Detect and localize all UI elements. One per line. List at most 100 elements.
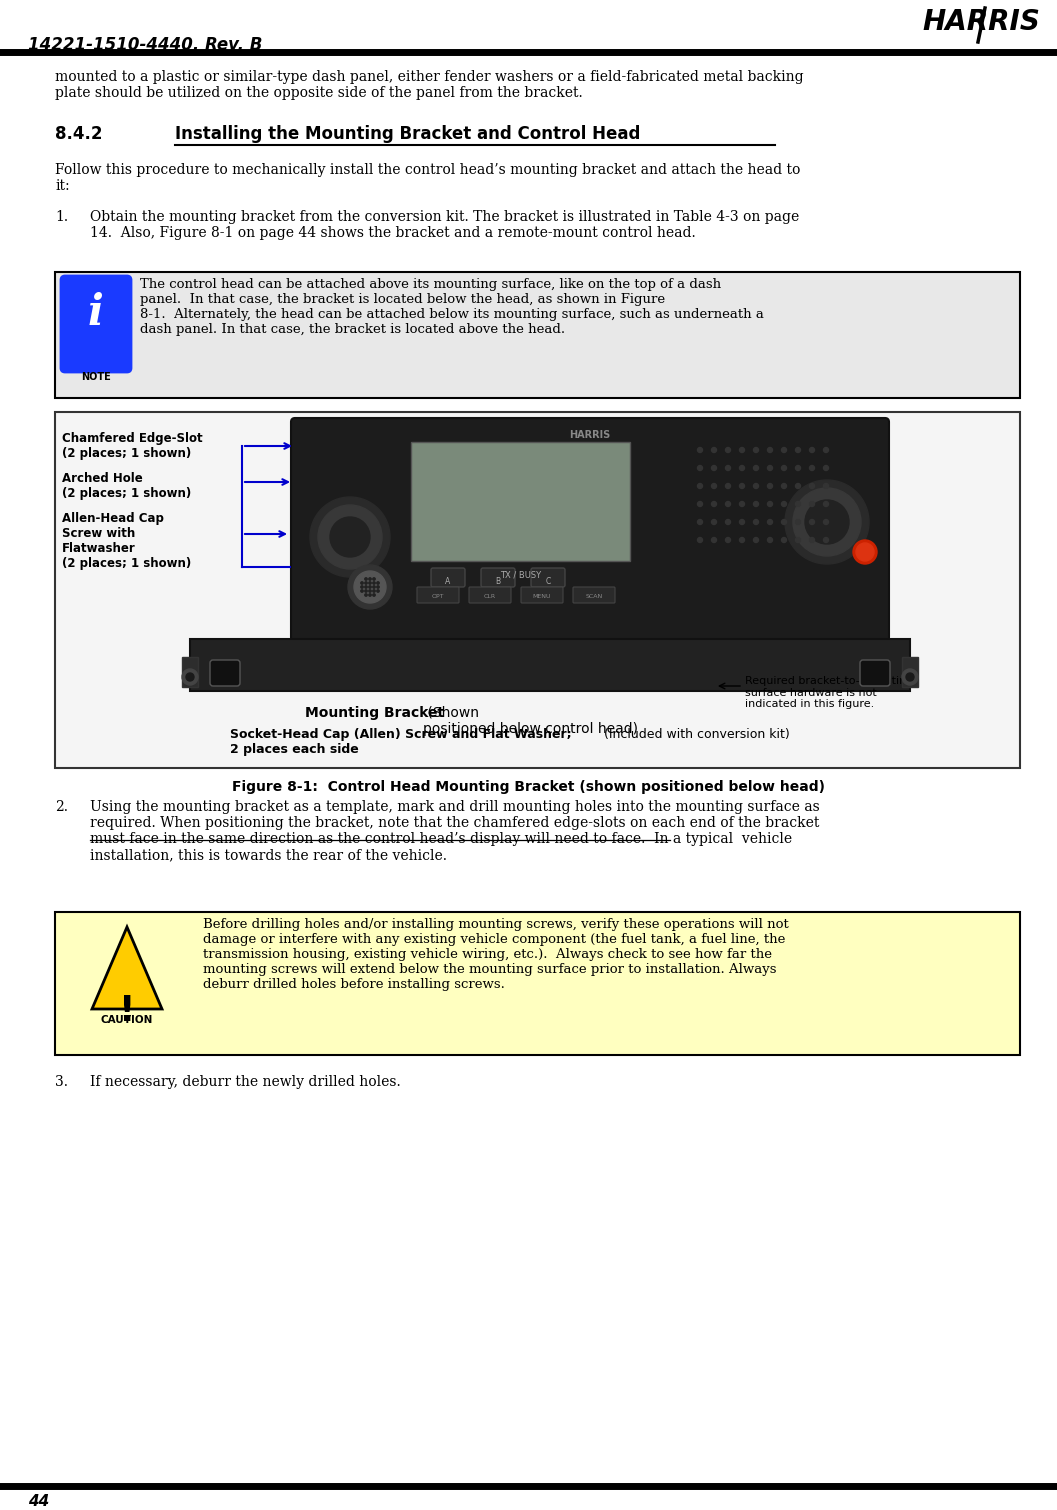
Circle shape <box>725 501 730 506</box>
Circle shape <box>725 519 730 524</box>
FancyBboxPatch shape <box>55 412 1020 769</box>
Circle shape <box>805 500 849 544</box>
Circle shape <box>725 483 730 489</box>
Circle shape <box>698 501 703 506</box>
Circle shape <box>725 465 730 471</box>
Circle shape <box>360 586 364 589</box>
Text: Chamfered Edge-Slot
(2 places; 1 shown): Chamfered Edge-Slot (2 places; 1 shown) <box>62 432 203 461</box>
FancyBboxPatch shape <box>521 587 563 602</box>
Circle shape <box>365 593 367 596</box>
Circle shape <box>725 447 730 453</box>
Circle shape <box>310 497 390 577</box>
Text: MENU: MENU <box>533 593 552 599</box>
Text: 3.: 3. <box>55 1075 68 1089</box>
Text: 1.: 1. <box>55 210 68 223</box>
Text: B: B <box>496 577 501 586</box>
Circle shape <box>823 519 829 524</box>
Text: mounted to a plastic or similar-type dash panel, either fender washers or a fiel: mounted to a plastic or similar-type das… <box>55 69 803 100</box>
Circle shape <box>369 581 371 584</box>
Circle shape <box>767 501 773 506</box>
Circle shape <box>810 519 815 524</box>
Text: Figure 8-1:  Control Head Mounting Bracket (shown positioned below head): Figure 8-1: Control Head Mounting Bracke… <box>231 781 824 794</box>
FancyBboxPatch shape <box>860 660 890 686</box>
Circle shape <box>360 590 364 592</box>
Circle shape <box>365 581 367 584</box>
Circle shape <box>767 447 773 453</box>
Circle shape <box>740 465 744 471</box>
Circle shape <box>754 447 759 453</box>
Circle shape <box>902 669 917 686</box>
Text: HARRIS: HARRIS <box>570 430 611 439</box>
Circle shape <box>711 483 717 489</box>
Circle shape <box>796 501 800 506</box>
Circle shape <box>354 571 386 602</box>
Circle shape <box>796 538 800 542</box>
Circle shape <box>698 538 703 542</box>
Circle shape <box>365 578 367 580</box>
Circle shape <box>376 590 379 592</box>
Text: Required bracket-to-mounting
surface hardware is not
indicated in this figure.: Required bracket-to-mounting surface har… <box>745 676 913 710</box>
Circle shape <box>711 447 717 453</box>
Circle shape <box>781 447 786 453</box>
Circle shape <box>823 538 829 542</box>
Circle shape <box>781 519 786 524</box>
Circle shape <box>853 541 877 565</box>
Circle shape <box>810 447 815 453</box>
Text: TX / BUSY: TX / BUSY <box>500 571 541 580</box>
Circle shape <box>823 483 829 489</box>
Circle shape <box>186 673 194 681</box>
Circle shape <box>796 465 800 471</box>
Text: Follow this procedure to mechanically install the control head’s mounting bracke: Follow this procedure to mechanically in… <box>55 163 800 193</box>
Text: The control head can be attached above its mounting surface, like on the top of : The control head can be attached above i… <box>140 278 764 337</box>
Circle shape <box>796 483 800 489</box>
Text: CAUTION: CAUTION <box>100 1015 153 1025</box>
Circle shape <box>365 590 367 592</box>
Circle shape <box>823 447 829 453</box>
Circle shape <box>711 501 717 506</box>
FancyBboxPatch shape <box>55 272 1020 399</box>
Text: Mounting Bracket: Mounting Bracket <box>305 707 444 720</box>
Text: 44: 44 <box>27 1493 50 1508</box>
FancyBboxPatch shape <box>431 568 465 587</box>
FancyBboxPatch shape <box>481 568 515 587</box>
Circle shape <box>754 483 759 489</box>
Text: If necessary, deburr the newly drilled holes.: If necessary, deburr the newly drilled h… <box>90 1075 401 1089</box>
Circle shape <box>781 465 786 471</box>
Circle shape <box>810 538 815 542</box>
Circle shape <box>373 581 375 584</box>
Circle shape <box>698 483 703 489</box>
Circle shape <box>781 483 786 489</box>
Circle shape <box>376 586 379 589</box>
Circle shape <box>823 465 829 471</box>
FancyBboxPatch shape <box>418 587 459 602</box>
Circle shape <box>373 590 375 592</box>
Text: HARRIS: HARRIS <box>922 8 1040 36</box>
FancyBboxPatch shape <box>411 442 630 562</box>
Text: Installing the Mounting Bracket and Control Head: Installing the Mounting Bracket and Cont… <box>175 125 641 143</box>
FancyBboxPatch shape <box>182 657 198 687</box>
Circle shape <box>767 519 773 524</box>
Circle shape <box>740 538 744 542</box>
Circle shape <box>823 501 829 506</box>
Circle shape <box>369 586 371 589</box>
Text: Arched Hole
(2 places; 1 shown): Arched Hole (2 places; 1 shown) <box>62 473 191 500</box>
FancyBboxPatch shape <box>55 912 1020 1055</box>
Text: SCAN: SCAN <box>586 593 602 599</box>
Text: !: ! <box>118 994 135 1028</box>
Circle shape <box>740 501 744 506</box>
FancyBboxPatch shape <box>469 587 511 602</box>
Circle shape <box>369 593 371 596</box>
Text: i: i <box>88 291 104 334</box>
Circle shape <box>754 519 759 524</box>
Circle shape <box>785 480 869 565</box>
FancyBboxPatch shape <box>902 657 917 687</box>
Text: 2.: 2. <box>55 800 68 814</box>
Circle shape <box>698 465 703 471</box>
Circle shape <box>796 519 800 524</box>
Circle shape <box>376 581 379 584</box>
Circle shape <box>810 501 815 506</box>
Circle shape <box>906 673 914 681</box>
Circle shape <box>365 586 367 589</box>
Text: OPT: OPT <box>431 593 444 599</box>
Circle shape <box>373 586 375 589</box>
